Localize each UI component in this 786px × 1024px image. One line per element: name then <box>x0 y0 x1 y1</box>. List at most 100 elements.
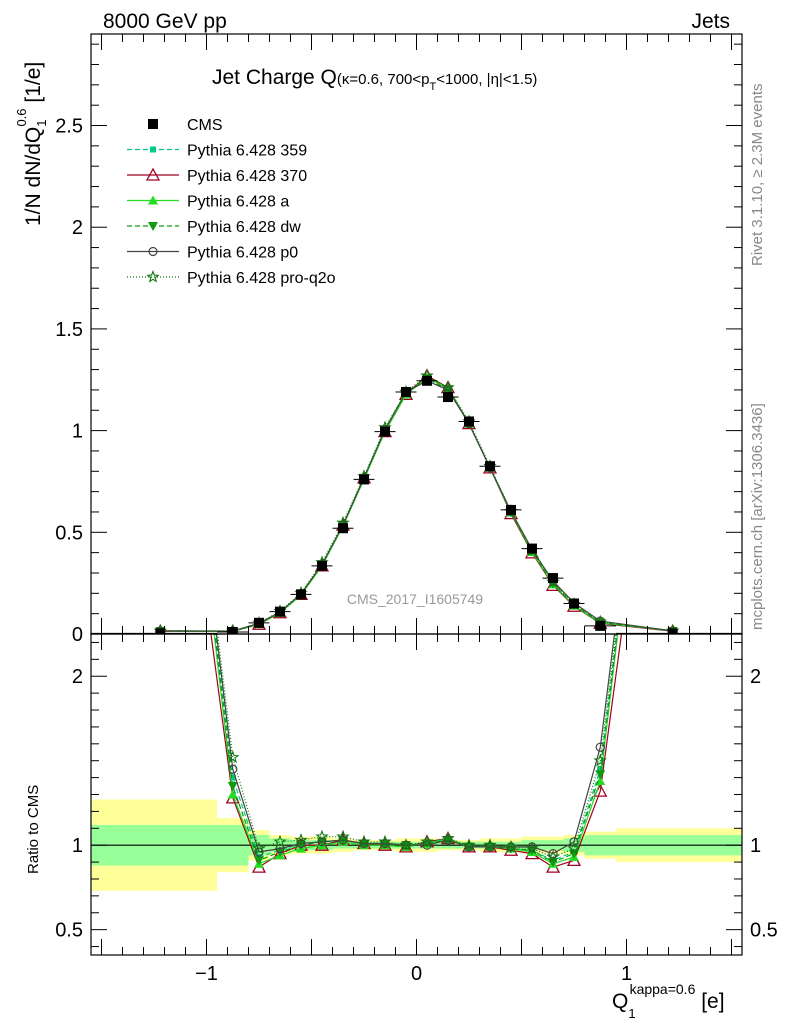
cms-data-point <box>317 560 327 571</box>
mcplots-label: mcplots.cern.ch [arXiv:1306.3436] <box>749 403 766 630</box>
cms-data-point <box>401 386 411 397</box>
legend-marker-p370 <box>145 167 161 181</box>
y-tick-label-main: 0.5 <box>55 522 83 544</box>
analysis-label: CMS_2017_I1605749 <box>347 591 483 607</box>
y-tick-label-main: 1.5 <box>55 319 83 341</box>
legend-label-pa: Pythia 6.428 a <box>187 194 289 211</box>
y-label-unit: [1/e] <box>22 62 45 109</box>
ratio-point-pq2o <box>668 164 678 174</box>
category-label: Jets <box>691 10 730 33</box>
cms-data-point <box>227 626 238 634</box>
x-label-sub: 1 <box>628 1006 635 1021</box>
ratio-point-pp0 <box>595 742 605 752</box>
cms-data-point <box>548 573 558 584</box>
cms-data-point <box>359 474 369 485</box>
x-tick-label: 0 <box>411 963 422 985</box>
ratio-point-pp0 <box>485 842 495 852</box>
y-tick-label-ratio: 1 <box>72 835 83 857</box>
ratio-point-pq2o <box>504 839 518 853</box>
y-tick-label-ratio: 0.5 <box>55 920 83 942</box>
ratio-point-pq2o <box>441 831 455 845</box>
y-axis-label-ratio: Ratio to CMS <box>25 785 42 874</box>
x-tick-label: −1 <box>195 963 218 985</box>
ratio-point-p359 <box>597 766 604 773</box>
ratio-point-pq2o <box>155 164 165 174</box>
ratio-point-pq2o <box>252 841 266 855</box>
cms-data-point <box>380 426 390 437</box>
x-label-sup: kappa=0.6 <box>630 981 696 997</box>
legend-label-pq2o: Pythia 6.428 pro-q2o <box>187 270 336 287</box>
ratio-point-pp0 <box>464 842 474 852</box>
ratio-point-pq2o <box>567 841 581 855</box>
ratio-point-pp0 <box>669 165 677 173</box>
ratio-panel-frame <box>90 633 743 956</box>
ratio-point-pq2o <box>399 838 413 851</box>
legend-marker-pdw <box>148 222 158 231</box>
ratio-point-p359 <box>670 166 676 172</box>
cms-data-point <box>595 620 606 631</box>
ratio-point-pa <box>227 789 238 799</box>
ratio-point-pq2o <box>336 829 350 843</box>
ratio-point-pq2o <box>294 833 308 846</box>
title-sub-t: T <box>429 81 436 93</box>
ratio-point-pq2o <box>593 753 608 767</box>
cms-data-point <box>338 523 348 534</box>
ratio-point-pa <box>155 164 165 173</box>
ratio-point-pp0 <box>380 838 390 849</box>
ratio-point-p359 <box>157 166 163 172</box>
ratio-point-pp0 <box>317 837 327 847</box>
ratio-point-pdw <box>254 856 264 866</box>
legend-label-p370: Pythia 6.428 370 <box>187 168 307 185</box>
title-sub-rest: <1000, |η|<1.5) <box>436 71 537 88</box>
legend-marker-cms <box>148 119 158 129</box>
ratio-point-pq2o <box>462 838 476 851</box>
y-tick-label-ratio-right: 2 <box>750 666 761 688</box>
title-main: Jet Charge Q <box>212 66 337 89</box>
ratio-point-pq2o <box>225 750 240 764</box>
title-sub: (κ=0.6, 700<p <box>337 71 430 88</box>
x-label-unit: [e] <box>695 990 724 1013</box>
ratio-point-pp0 <box>422 840 432 850</box>
y-axis-label-main: 1/N dN/dQ1 0.6 [1/e] <box>14 62 49 226</box>
cms-data-point <box>275 606 285 617</box>
cms-data-point <box>464 416 474 427</box>
cms-data-point <box>527 543 537 554</box>
y-tick-label-main: 2.5 <box>55 116 83 138</box>
y-tick-label-main: 2 <box>72 217 83 239</box>
ratio-point-pdw <box>668 165 678 174</box>
y-tick-label-ratio: 2 <box>72 666 83 688</box>
ratio-point-pdw <box>595 770 606 780</box>
ratio-point-pp0 <box>338 835 348 845</box>
ratio-point-pp0 <box>254 847 264 857</box>
legend-label-pdw: Pythia 6.428 dw <box>187 219 301 236</box>
ratio-line-pdw <box>214 634 618 863</box>
y-label-sup: 0.6 <box>14 108 29 126</box>
legend-marker-pa <box>148 195 158 205</box>
ratio-point-pp0 <box>156 165 164 173</box>
ratio-point-pq2o <box>315 829 329 843</box>
ratio-point-pq2o <box>420 834 434 848</box>
cms-data-point <box>422 375 432 386</box>
ratio-point-pq2o <box>273 834 287 848</box>
ratio-point-pdw <box>155 165 165 174</box>
ratio-panel-data <box>91 164 742 891</box>
legend-marker-pq2o <box>146 269 160 283</box>
ratio-point-pp0 <box>569 837 579 847</box>
ratio-point-pdw <box>227 782 238 792</box>
ratio-point-pp0 <box>296 838 306 849</box>
y-label-a: 1/N dN/dQ <box>22 127 45 226</box>
y-tick-label-main: 1 <box>72 421 83 443</box>
ratio-point-pq2o <box>483 838 497 851</box>
ratio-point-pp0 <box>359 838 369 849</box>
x-axis-label: Q1 kappa=0.6 [e] <box>612 981 725 1021</box>
ratio-point-p359 <box>229 774 236 781</box>
ratio-point-pp0 <box>443 835 453 845</box>
legend-marker-pp0 <box>148 246 158 257</box>
rivet-label: Rivet 3.1.10, ≥ 2.3M events <box>749 84 766 267</box>
legend-label-pp0: Pythia 6.428 p0 <box>187 245 298 262</box>
series-point-pq2o <box>441 380 455 394</box>
y-tick-label-main: 0 <box>72 624 83 646</box>
ratio-point-pa <box>668 164 678 173</box>
cms-data-point <box>296 589 306 600</box>
